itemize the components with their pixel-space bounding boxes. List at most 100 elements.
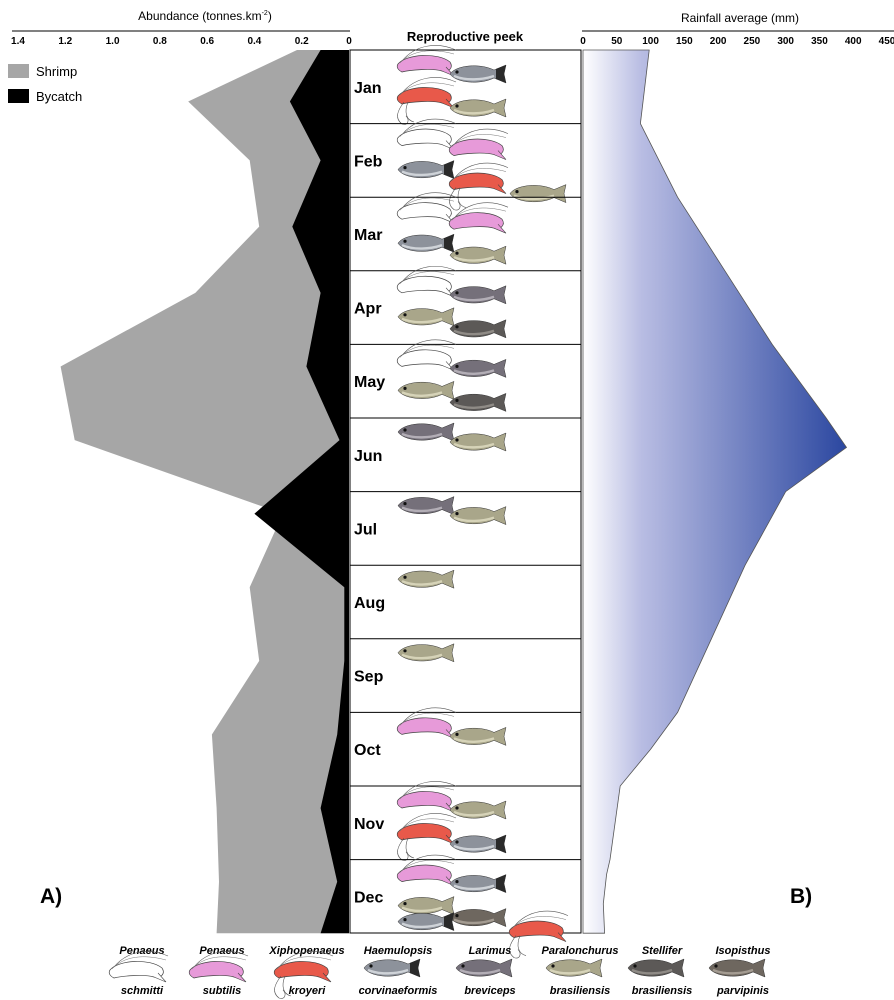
fish-olive-icon — [449, 245, 507, 265]
month-row-apr: Apr — [350, 265, 581, 339]
fish-grey-icon — [449, 834, 507, 854]
month-row-jul: Jul — [350, 491, 581, 538]
rainfall-area — [582, 49, 848, 934]
rainfall-fill — [582, 49, 848, 934]
species-legend-item: Penaeus schmitti — [108, 945, 169, 997]
panel-a: Abundance (tonnes.km-2) 1.4 1.2 1.0 0.8 0.6 0… — [8, 9, 352, 934]
fish-brown-icon — [449, 908, 507, 928]
legend-label-bycatch: Bycatch — [36, 89, 82, 104]
fish-mauve-icon — [449, 285, 507, 305]
month-row-mar: Mar — [350, 192, 581, 265]
abundance-tick-label: 1.2 — [58, 36, 72, 47]
month-label: Jun — [354, 448, 382, 465]
species-genus: Xiphopenaeus — [268, 945, 344, 957]
abundance-tick-label: 0.6 — [200, 36, 214, 47]
species-epithet: corvinaeformis — [359, 985, 438, 997]
species-genus: Penaeus — [119, 945, 164, 957]
species-genus: Haemulopsis — [364, 945, 432, 957]
rainfall-tick-labels: 0 50 100 150 200 250 300 350 400 450 — [580, 36, 894, 47]
month-rows: Jan Feb Mar Apr May Jun Jul Aug Sep Oct Nov Dec — [350, 45, 581, 959]
shrimp-pink-icon — [448, 128, 509, 160]
species-genus: Penaeus — [199, 945, 244, 957]
fish-mauve-icon — [397, 422, 455, 442]
species-epithet: subtilis — [203, 985, 242, 997]
fish-brown-icon — [708, 958, 766, 978]
month-label: Dec — [354, 889, 383, 906]
month-row-may: May — [350, 339, 581, 412]
species-genus: Isopisthus — [715, 945, 770, 957]
month-label: Jan — [354, 80, 382, 97]
month-row-dec: Dec — [350, 854, 581, 959]
abundance-areas — [60, 50, 349, 934]
month-label: Mar — [354, 227, 382, 244]
abundance-tick-label: 1.0 — [106, 36, 120, 47]
month-row-jan: Jan — [354, 45, 507, 125]
rainfall-tick-label: 50 — [611, 36, 623, 47]
species-epithet: brasiliensis — [550, 985, 611, 997]
month-row-sep: Sep — [350, 638, 581, 686]
shrimp-pink-icon — [188, 951, 249, 983]
rainfall-tick-label: 450 — [879, 36, 894, 47]
fish-grey-icon — [397, 912, 455, 932]
shrimp-red-icon — [448, 162, 509, 211]
species-legend-item: Larimus breviceps — [455, 945, 516, 997]
month-row-feb: Feb — [350, 118, 581, 211]
fish-olive-icon — [397, 569, 455, 589]
fish-olive-icon — [397, 307, 455, 327]
fish-mauve-icon — [397, 496, 455, 516]
fish-grey-icon — [397, 233, 455, 253]
panel-b: Rainfall average (mm) 0 50 100 150 200 250 300… — [580, 11, 894, 934]
shrimp-red-icon — [508, 910, 569, 959]
fish-dark-icon — [449, 392, 507, 412]
species-epithet: schmitti — [121, 985, 164, 997]
species-epithet: breviceps — [464, 985, 515, 997]
abundance-tick-label: 0.8 — [153, 36, 167, 47]
shrimp-pink-icon — [396, 781, 457, 813]
rainfall-tick-label: 200 — [710, 36, 727, 47]
species-legend-item: Isopisthus parvipinis — [708, 945, 771, 997]
rainfall-tick-label: 300 — [777, 36, 794, 47]
species-genus: Larimus — [469, 945, 512, 957]
fish-grey-icon — [449, 874, 507, 894]
rainfall-tick-label: 0 — [580, 36, 586, 47]
species-epithet: kroyeri — [289, 985, 327, 997]
legend-swatch-bycatch — [8, 89, 29, 103]
species-genus: Paralonchurus — [541, 945, 618, 957]
abundance-tick-label: 1.4 — [11, 36, 25, 47]
month-row-nov: Nov — [350, 781, 581, 861]
fish-olive-icon — [509, 184, 567, 204]
fish-dark-icon — [627, 958, 685, 978]
species-legend-item: Paralonchurus brasiliensis — [541, 945, 618, 997]
species-genus: Stellifer — [642, 945, 683, 957]
species-epithet: parvipinis — [716, 985, 769, 997]
fish-grey-icon — [397, 160, 455, 180]
abundance-tick-label: 0.4 — [247, 36, 261, 47]
reproductive-peek-title: Reproductive peek — [407, 29, 524, 44]
fish-olive-icon — [449, 98, 507, 118]
shrimp-red-icon — [273, 951, 334, 999]
fish-grey-icon — [449, 64, 507, 84]
shrimp-white-icon — [108, 951, 169, 983]
center-panel: Reproductive peek Jan Feb Mar Apr May Jun Jul A… — [349, 29, 582, 959]
month-label: May — [354, 374, 385, 391]
fish-olive-icon — [449, 726, 507, 746]
fish-olive-icon — [449, 800, 507, 820]
species-legend-item: Xiphopenaeus kroyeri — [268, 945, 345, 999]
area-bycatch — [254, 50, 349, 934]
month-row-jun: Jun — [350, 417, 581, 465]
species-legend: Penaeus schmitti Penaeus subtilis Xiphopenae… — [108, 945, 771, 999]
area-shrimp — [60, 50, 349, 934]
fish-olive-icon — [397, 380, 455, 400]
month-label: Feb — [354, 153, 383, 170]
month-label: Sep — [354, 669, 384, 686]
fish-olive-icon — [545, 958, 603, 978]
fish-mauve-icon — [449, 358, 507, 378]
species-legend-item: Penaeus subtilis — [188, 945, 249, 997]
rainfall-tick-label: 100 — [642, 36, 659, 47]
fish-dark-icon — [449, 319, 507, 339]
species-epithet: brasiliensis — [632, 985, 693, 997]
month-label: Aug — [354, 595, 385, 612]
month-row-aug: Aug — [350, 564, 581, 612]
rainfall-tick-label: 350 — [811, 36, 828, 47]
